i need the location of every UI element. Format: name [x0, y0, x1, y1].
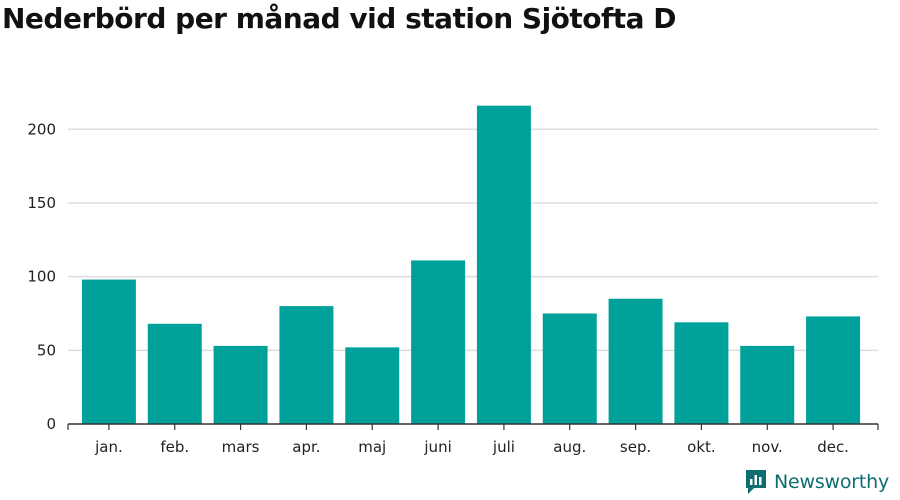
- bar: [213, 345, 268, 424]
- bar: [147, 323, 202, 424]
- x-tick-label: apr.: [292, 438, 320, 456]
- bar: [674, 322, 729, 424]
- bar: [608, 298, 663, 424]
- x-tick-label: sep.: [620, 438, 651, 456]
- bar: [279, 306, 334, 424]
- x-tick-label: juni: [423, 438, 451, 456]
- chart-title: Nederbörd per månad vid station Sjötofta…: [2, 2, 676, 35]
- bar: [542, 313, 597, 424]
- bar: [81, 279, 136, 424]
- x-tick-label: aug.: [553, 438, 586, 456]
- bar: [476, 105, 531, 425]
- brand-name: Newsworthy: [774, 471, 890, 493]
- bars: [81, 105, 861, 425]
- bar: [345, 347, 400, 424]
- axes: 0 50 100 150 200 jan. feb. mars apr. maj juni juli a…: [27, 120, 879, 456]
- x-tick-label: nov.: [752, 438, 783, 456]
- bar: [740, 345, 795, 424]
- x-tick-label: maj: [358, 438, 386, 456]
- brand-logo: Newsworthy: [744, 468, 889, 496]
- x-tick-label: feb.: [160, 438, 189, 456]
- x-tick-label: mars: [222, 438, 260, 456]
- x-tick-label: jan.: [94, 438, 123, 456]
- x-tick-label: okt.: [687, 438, 716, 456]
- bar-chart: 0 50 100 150 200 jan. feb. mars apr. maj juni juli a…: [27, 105, 879, 456]
- y-tick-label: 150: [27, 194, 56, 212]
- y-tick-label: 100: [27, 268, 56, 286]
- x-tick-label: dec.: [817, 438, 849, 456]
- x-tick-label: juli: [492, 438, 515, 456]
- newsworthy-logo-icon: [746, 470, 766, 494]
- y-tick-label: 50: [37, 341, 56, 359]
- gridlines: [68, 128, 878, 352]
- y-tick-label: 200: [27, 120, 56, 138]
- bar: [411, 260, 466, 424]
- bar: [806, 316, 861, 424]
- y-tick-label: 0: [46, 415, 56, 433]
